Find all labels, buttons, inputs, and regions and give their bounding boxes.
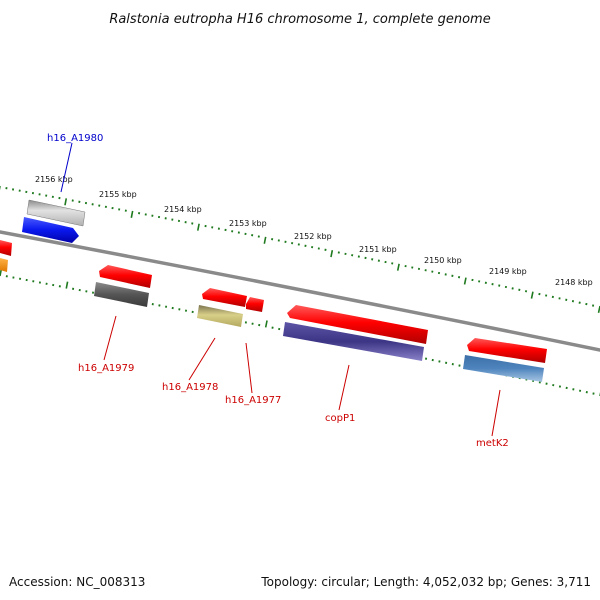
label-leaders xyxy=(60,142,501,437)
gene-label-metK2[interactable]: metK2 xyxy=(476,438,509,449)
gene-left-orange[interactable] xyxy=(0,258,8,272)
tick-label-2153: 2153 kbp xyxy=(229,219,267,228)
major-tick xyxy=(65,281,69,289)
gene-label-copP1[interactable]: copP1 xyxy=(325,413,355,424)
chromosome-backbone xyxy=(0,230,600,352)
major-tick xyxy=(64,198,68,206)
tick-label-2148: 2148 kbp xyxy=(555,278,593,287)
major-tick xyxy=(330,250,334,258)
tick-label-2151: 2151 kbp xyxy=(359,245,397,254)
major-tick xyxy=(530,291,534,299)
gene-red-arrow-2[interactable] xyxy=(202,288,247,307)
major-tick xyxy=(130,210,134,218)
gene-red-arrow-metK2[interactable] xyxy=(467,338,547,363)
gene-copP1[interactable] xyxy=(283,322,424,361)
tick-label-2150: 2150 kbp xyxy=(424,256,462,265)
gene-h16-A1978[interactable] xyxy=(197,305,243,327)
major-tick xyxy=(196,223,200,231)
upper-tick-track xyxy=(0,186,600,314)
gene-blue-forward[interactable] xyxy=(22,217,79,243)
major-tick xyxy=(396,263,400,271)
tick-label-2149: 2149 kbp xyxy=(489,267,527,276)
gene-label-h16-A1978[interactable]: h16_A1978 xyxy=(162,382,218,393)
map-title: Ralstonia eutropha H16 chromosome 1, com… xyxy=(109,12,490,27)
gene-label-h16-A1977[interactable]: h16_A1977 xyxy=(225,395,281,406)
major-tick xyxy=(263,236,267,244)
major-tick xyxy=(264,320,268,328)
gene-h16-A1980[interactable] xyxy=(26,199,86,227)
gene-label-h16-A1979[interactable]: h16_A1979 xyxy=(78,363,134,374)
major-tick xyxy=(463,277,467,285)
gene-h16-A1979[interactable] xyxy=(94,282,149,307)
tick-label-2154: 2154 kbp xyxy=(164,205,202,214)
gene-red-small[interactable] xyxy=(246,297,264,312)
tick-label-2156: 2156 kbp xyxy=(35,175,73,184)
gene-left-red[interactable] xyxy=(0,240,12,256)
accession-text: Accession: NC_008313 xyxy=(9,575,145,589)
gene-label-h16-A1980[interactable]: h16_A1980 xyxy=(47,133,103,144)
gene-red-arrow-1[interactable] xyxy=(99,265,152,288)
genome-summary-text: Topology: circular; Length: 4,052,032 bp… xyxy=(260,575,591,589)
gene-metK2[interactable] xyxy=(463,355,544,382)
gene-red-arrow-large[interactable] xyxy=(287,305,428,344)
tick-label-2152: 2152 kbp xyxy=(294,232,332,241)
tick-label-2155: 2155 kbp xyxy=(99,190,137,199)
tick-labels: 2156 kbp 2155 kbp 2154 kbp 2153 kbp 2152… xyxy=(35,175,593,287)
